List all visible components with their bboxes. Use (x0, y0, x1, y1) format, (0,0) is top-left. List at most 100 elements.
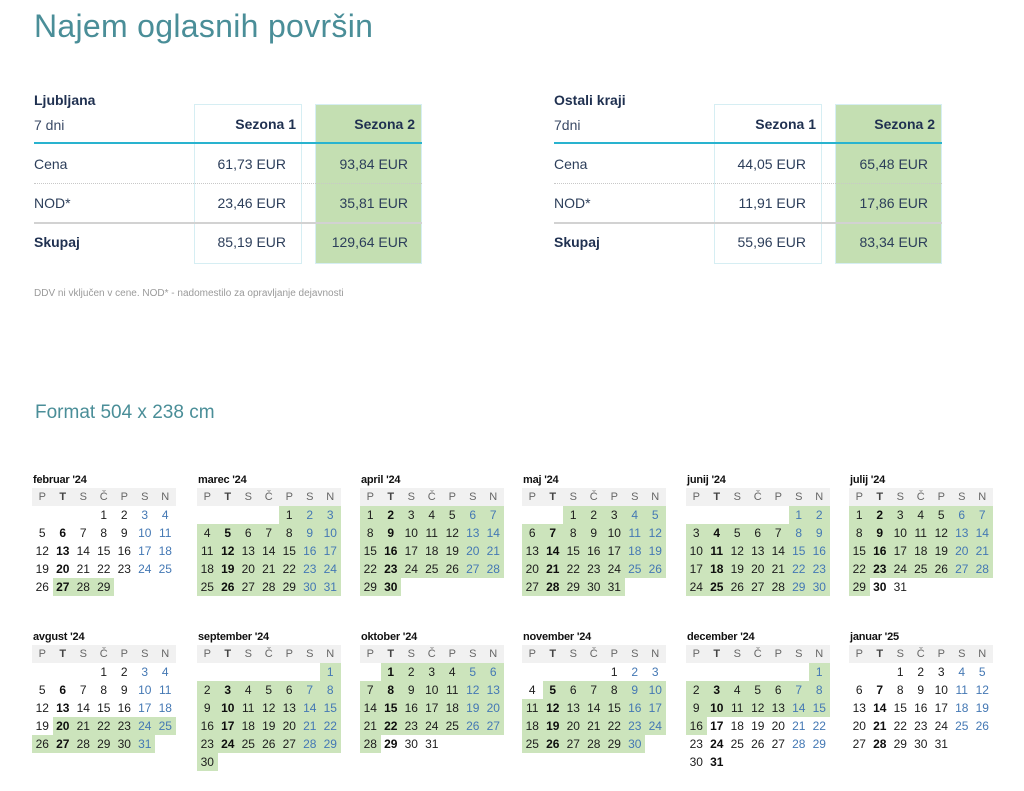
calendar-day: 27 (52, 578, 73, 596)
calendar-day: 6 (59, 683, 67, 697)
calendar-day: 30 (583, 578, 604, 596)
calendar-day: 4 (238, 681, 259, 699)
calendar-day: 19 (931, 542, 952, 560)
weekday-header: T (706, 645, 727, 663)
calendar-day: 12 (217, 542, 238, 560)
calendar-day: 11 (624, 524, 645, 542)
calendar-day: 18 (522, 717, 543, 735)
calendar-day: 27 (52, 735, 73, 753)
calendar-day: 27 (279, 735, 300, 753)
calendar-day: 10 (645, 681, 666, 699)
calendar-day: 10 (604, 524, 625, 542)
calendar-day: 1 (896, 665, 904, 679)
empty-cell (360, 663, 381, 681)
calendar-day: 30 (114, 735, 135, 753)
weekday-header: P (931, 488, 952, 506)
cell-skupaj-s2: 83,34 EUR (859, 234, 928, 250)
calendar-day: 19 (645, 542, 666, 560)
calendar-day: 4 (161, 665, 169, 679)
calendar-day: 22 (563, 560, 584, 578)
weekday-header: N (320, 488, 341, 506)
calendar-day: 9 (380, 524, 401, 542)
calendar-day: 23 (624, 717, 645, 735)
calendar-day: 19 (462, 699, 483, 717)
empty-cell (197, 663, 218, 681)
calendar-day: 18 (158, 544, 172, 558)
weekday-header: T (542, 645, 563, 663)
cell-nod-s2: 35,81 EUR (339, 195, 408, 211)
weekday-header: P (849, 645, 870, 663)
calendar-day: 16 (117, 544, 131, 558)
calendar-day: 20 (747, 560, 768, 578)
calendar-day: 28 (792, 737, 806, 751)
empty-cell (53, 663, 74, 681)
calendar-day: 11 (442, 681, 463, 699)
month-name: julij '24 (850, 474, 886, 486)
calendar-day: 9 (869, 524, 890, 542)
month-name: januar '25 (850, 631, 899, 643)
weekday-header: P (442, 645, 463, 663)
calendar-day: 4 (624, 506, 645, 524)
calendar-day: 25 (238, 735, 259, 753)
weekday-header: Č (583, 645, 604, 663)
weekday-header: N (320, 645, 341, 663)
calendar-day: 20 (279, 717, 300, 735)
calendar-day: 15 (97, 544, 111, 558)
weekday-header: P (604, 645, 625, 663)
calendar-day: 18 (421, 542, 442, 560)
calendar-day: 28 (542, 578, 563, 596)
calendar-day: 8 (100, 526, 108, 540)
calendar-day: 6 (522, 524, 543, 542)
calendar-day: 13 (483, 681, 504, 699)
calendar-day: 28 (73, 578, 94, 596)
header-season-2: Sezona 2 (874, 116, 935, 132)
calendar-day: 29 (384, 737, 398, 751)
calendar-day: 7 (483, 506, 504, 524)
calendar-day: 8 (360, 524, 381, 542)
total-divider (554, 222, 942, 224)
calendar-day: 24 (401, 560, 422, 578)
calendar-day: 7 (360, 681, 381, 699)
empty-cell (584, 663, 605, 681)
weekday-header: Č (910, 645, 931, 663)
calendar-day: 17 (934, 701, 948, 715)
calendar-day: 25 (730, 737, 744, 751)
calendar-day: 15 (809, 699, 830, 717)
calendar-day: 2 (686, 681, 707, 699)
calendar-day: 24 (134, 717, 155, 735)
calendar-day: 8 (896, 683, 904, 697)
empty-cell (686, 663, 707, 681)
calendar-day: 23 (401, 717, 422, 735)
calendar-day: 24 (890, 560, 911, 578)
calendar-day: 4 (910, 506, 931, 524)
calendar-day: 18 (442, 699, 463, 717)
calendar-day: 17 (645, 699, 666, 717)
calendar-day: 6 (747, 524, 768, 542)
month-grid: P T S Č P S N 1 2 3 4 5 6 7 8 9 10 11 12 13 14 15 16 17 18 19 20 21… (522, 645, 672, 753)
calendar-day: 26 (217, 578, 238, 596)
month-grid: P T S Č P S N 1 2 3 4 5 6 7 8 9 10 11 12 13 14 15 16 17 18 19 20 21… (849, 488, 999, 596)
empty-cell (522, 663, 543, 681)
calendar-day: 5 (217, 524, 238, 542)
calendar-day: 23 (914, 719, 928, 733)
calendar-day: 12 (35, 544, 49, 558)
calendar-day: 14 (542, 542, 563, 560)
empty-cell (300, 663, 321, 681)
calendar-day: 2 (583, 506, 604, 524)
calendar-day: 16 (869, 542, 890, 560)
calendar-day: 20 (563, 717, 584, 735)
weekday-header: Č (910, 488, 931, 506)
calendar-day: 14 (258, 542, 279, 560)
month-grid: P T S Č P S N 1 2 3 4 5 6 7 8 9 10 11 12 13 14 15 16 17 18 19 20 21… (686, 488, 836, 596)
table-city-label: Ljubljana (34, 92, 96, 108)
empty-cell (727, 506, 748, 524)
calendar-day: 30 (689, 755, 703, 769)
calendar-day: 29 (360, 578, 381, 596)
weekday-header: Č (93, 488, 114, 506)
calendar-day: 29 (893, 737, 907, 751)
weekday-header: S (890, 645, 911, 663)
calendar-month: avgust '24 P T S Č P S N 1 2 3 4 5 6 7 8 9 10 11 12 13 14 15 16… (32, 629, 182, 753)
calendar-day: 11 (421, 524, 442, 542)
calendar-day: 27 (852, 737, 866, 751)
calendar-day: 1 (849, 506, 870, 524)
